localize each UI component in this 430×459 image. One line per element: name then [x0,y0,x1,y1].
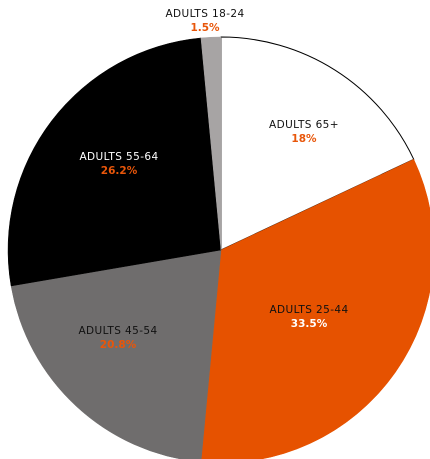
pie-slice-adults-25-44 [200,158,430,459]
slice-label: ADULTS 25-44 [269,304,348,316]
slice-label: ADULTS 65+ [269,119,339,131]
pie-slice-adults-65- [220,36,415,251]
slice-label: ADULTS 45-54 [78,325,157,337]
slice-value-label: 26.2% [101,165,138,177]
slice-label: ADULTS 55-64 [79,151,158,163]
slice-value-label: 18% [291,133,317,145]
pie-slice-adults-18-24 [200,36,222,251]
slice-value-label: 1.5% [190,22,220,34]
slice-value-label: 33.5% [291,318,328,330]
slice-label: ADULTS 18-24 [165,8,244,20]
pie-slice-adults-45-54 [10,249,222,459]
pie-slice-adults-55-64 [7,37,222,287]
pie-labels: ADULTS 65+ 18% ADULTS 25-44 33.5% ADULTS 45-… [78,8,348,351]
slice-value-label: 20.8% [100,339,137,351]
pie-slices [7,36,430,459]
